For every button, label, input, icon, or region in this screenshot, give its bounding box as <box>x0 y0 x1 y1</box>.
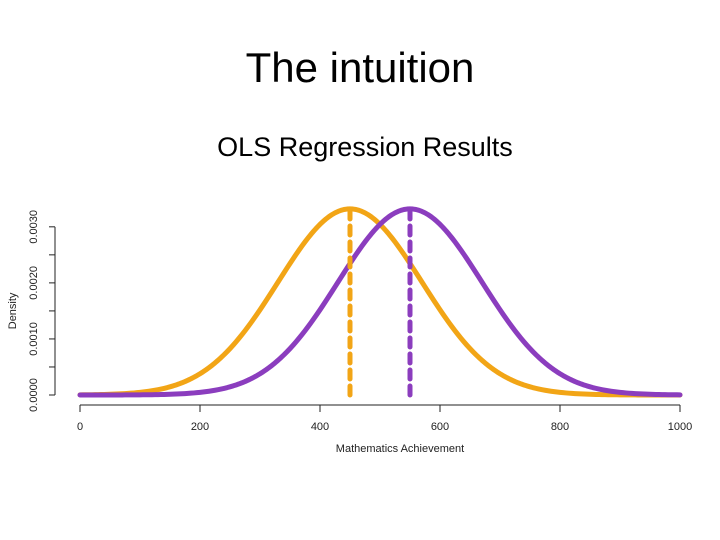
chart-axes: 0 200 400 600 800 1000 0.0000 0.0010 0.0020 0.003… <box>28 210 692 433</box>
x-tick-label: 400 <box>311 421 329 433</box>
y-tick-label: 0.0030 <box>28 210 40 244</box>
density-curve-2 <box>77 206 683 398</box>
chart-series <box>77 206 683 398</box>
x-tick-label: 1000 <box>668 421 692 433</box>
slide-title: The intuition <box>245 44 475 91</box>
slide-subtitle: OLS Regression Results <box>217 132 513 162</box>
density-chart: 0 200 400 600 800 1000 0.0000 0.0010 0.0020 0.003… <box>7 206 692 455</box>
chart-reference-lines <box>347 206 413 398</box>
y-axis-title: Density <box>7 292 19 329</box>
x-tick-label: 0 <box>77 421 83 433</box>
x-tick-label: 200 <box>191 421 209 433</box>
x-tick-label: 600 <box>431 421 449 433</box>
density-curve-1 <box>77 206 683 398</box>
y-tick-label: 0.0010 <box>28 322 40 356</box>
x-tick-label: 800 <box>551 421 569 433</box>
x-axis-title: Mathematics Achievement <box>336 443 464 455</box>
y-tick-label: 0.0020 <box>28 266 40 300</box>
y-tick-label: 0.0000 <box>28 378 40 412</box>
